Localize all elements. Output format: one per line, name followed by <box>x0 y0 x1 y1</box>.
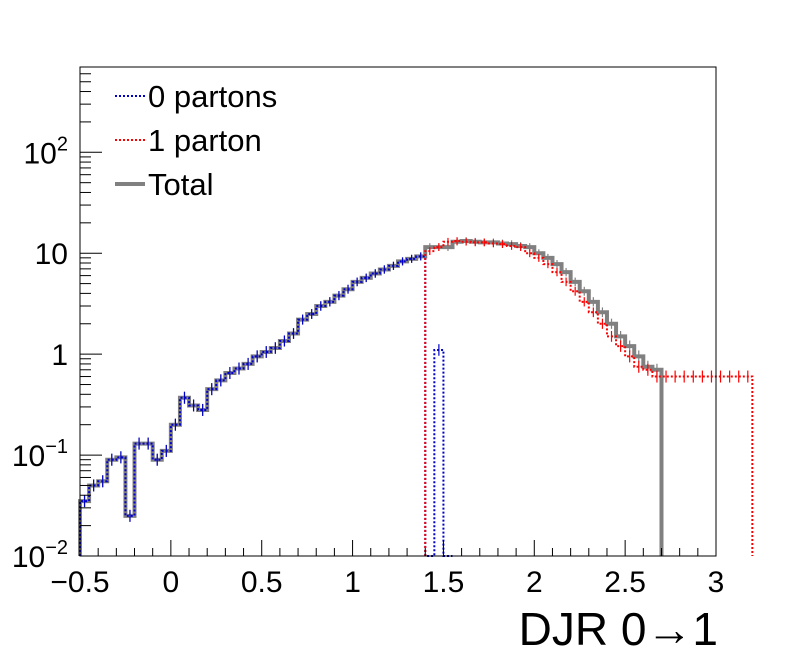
y-tick-label: 1 <box>51 339 68 372</box>
plot-frame <box>79 66 717 557</box>
axis-ticks <box>79 66 717 557</box>
x-tick-label: 3 <box>708 566 725 599</box>
x-tick-label: 1.5 <box>423 566 465 599</box>
y-tick-label: 10 <box>35 238 68 271</box>
series-layer <box>78 237 754 557</box>
x-tick-label: 2 <box>526 566 543 599</box>
x-tick-labels: −0.5 0 0.5 1 1.5 2 2.5 3 <box>50 566 724 599</box>
x-tick-label: 0 <box>163 566 180 599</box>
x-axis-title: DJR 0→1 <box>519 603 718 655</box>
legend-label: Total <box>148 167 213 202</box>
x-tick-label: 0.5 <box>241 566 283 599</box>
legend-label: 0 partons <box>148 79 277 114</box>
legend: 0 partons 1 parton Total <box>115 79 277 202</box>
x-tick-label: 1 <box>344 566 361 599</box>
series-line-1-parton <box>424 240 754 556</box>
x-tick-label: 2.5 <box>604 566 646 599</box>
x-tick-label: −0.5 <box>50 566 109 599</box>
legend-label: 1 parton <box>148 123 262 158</box>
